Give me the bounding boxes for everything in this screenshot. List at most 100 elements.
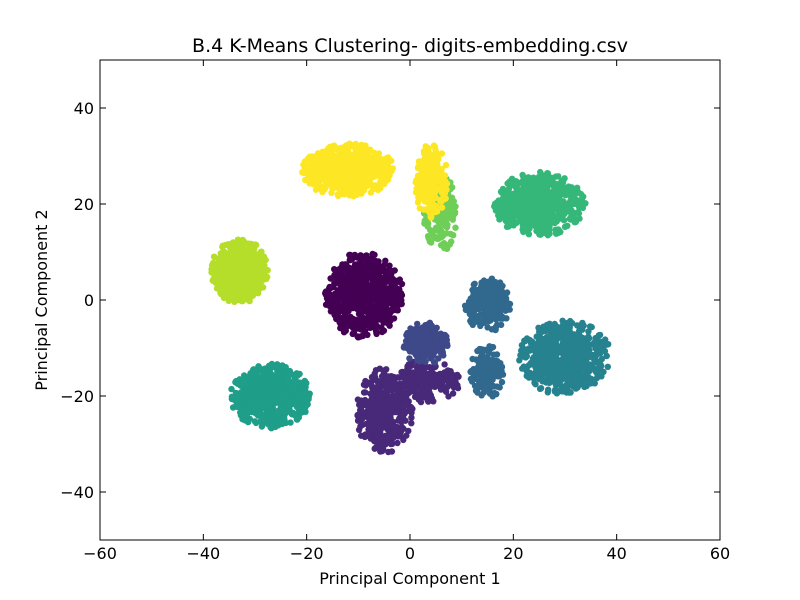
scatter-point [262, 266, 269, 273]
scatter-point [372, 323, 379, 331]
scatter-point [387, 428, 395, 436]
scatter-point [223, 252, 230, 259]
scatter-point [520, 363, 527, 370]
cluster-5 [461, 275, 514, 334]
cluster-1 [354, 365, 416, 456]
scatter-point [455, 373, 462, 380]
scatter-point [414, 336, 421, 343]
scatter-point [293, 383, 300, 390]
scatter-point [217, 272, 224, 279]
scatter-point [328, 296, 336, 303]
scatter-point [349, 324, 357, 332]
scatter-point [450, 232, 457, 239]
scatter-point [393, 385, 400, 392]
scatter-point [382, 310, 389, 317]
scatter-point [550, 191, 557, 198]
scatter-point [443, 245, 451, 252]
cluster-0 [322, 250, 406, 341]
scatter-point [374, 400, 382, 407]
scatter-point [235, 273, 242, 280]
scatter-point [523, 372, 530, 380]
scatter-point [518, 188, 525, 195]
scatter-point [484, 312, 491, 319]
scatter-point [363, 432, 370, 439]
scatter-point [580, 376, 588, 383]
scatter-point [603, 352, 610, 360]
scatter-point [237, 412, 245, 419]
scatter-point [574, 384, 581, 391]
scatter-point [551, 337, 558, 344]
scatter-point [347, 280, 355, 287]
scatter-point [550, 347, 558, 354]
scatter-point [495, 286, 503, 293]
scatter-point [256, 410, 263, 418]
scatter-point [278, 383, 286, 390]
scatter-point [405, 342, 412, 349]
scatter-point [391, 267, 398, 274]
scatter-point [278, 404, 285, 411]
scatter-point [605, 341, 612, 348]
scatter-point [357, 326, 365, 333]
scatter-point [553, 323, 560, 330]
scatter-point [526, 225, 533, 232]
scatter-point [245, 240, 253, 247]
scatter-point [493, 363, 500, 370]
scatter-point [538, 328, 545, 335]
scatter-point [428, 367, 435, 374]
scatter-point [251, 418, 259, 425]
scatter-point [505, 185, 512, 193]
scatter-point [282, 372, 289, 379]
scatter-point [443, 372, 451, 379]
scatter-point [386, 408, 394, 416]
scatter-point [498, 197, 506, 204]
scatter-point [594, 370, 601, 378]
scatter-point [333, 315, 340, 323]
scatter-point [514, 201, 521, 209]
scatter-point [235, 265, 243, 272]
scatter-point [353, 300, 360, 308]
scatter-point [437, 231, 444, 239]
scatter-point [371, 251, 378, 258]
scatter-point [435, 214, 442, 221]
scatter-point [558, 177, 565, 185]
scatter-point [407, 325, 414, 332]
scatter-point [526, 218, 534, 225]
scatter-point [576, 327, 583, 335]
scatter-point [445, 393, 452, 400]
scatter-point [400, 381, 408, 389]
scatter-point [568, 192, 576, 199]
scatter-point [342, 276, 350, 283]
scatter-point [413, 363, 420, 371]
scatter-point [474, 318, 481, 325]
scatter-point [384, 382, 391, 389]
scatter-point [546, 340, 553, 347]
scatter-point [352, 282, 360, 289]
scatter-point [542, 190, 549, 197]
scatter-point [516, 357, 523, 364]
scatter-point [496, 373, 503, 380]
scatter-point [498, 378, 506, 386]
scatter-point [351, 288, 358, 295]
scatter-point [343, 320, 350, 327]
scatter-point [444, 210, 451, 217]
scatter-point [440, 352, 447, 359]
scatter-point [604, 363, 611, 370]
scatter-point [581, 366, 588, 373]
scatter-point [361, 264, 368, 271]
cluster-10 [208, 236, 271, 305]
scatter-point [488, 284, 496, 291]
scatter-point [425, 235, 432, 242]
scatter-point [561, 223, 569, 230]
scatter-point [571, 369, 579, 376]
scatter-point [549, 364, 557, 371]
scatter-point [468, 315, 475, 323]
scatter-point [595, 346, 602, 353]
scatter-point [422, 358, 429, 365]
scatter-point [539, 368, 546, 375]
scatter-point [281, 415, 288, 422]
scatter-point [386, 322, 393, 329]
scatter-point [370, 426, 377, 434]
scatter-point [485, 306, 493, 313]
scatter-point [210, 275, 217, 283]
scatter-point [533, 364, 541, 371]
